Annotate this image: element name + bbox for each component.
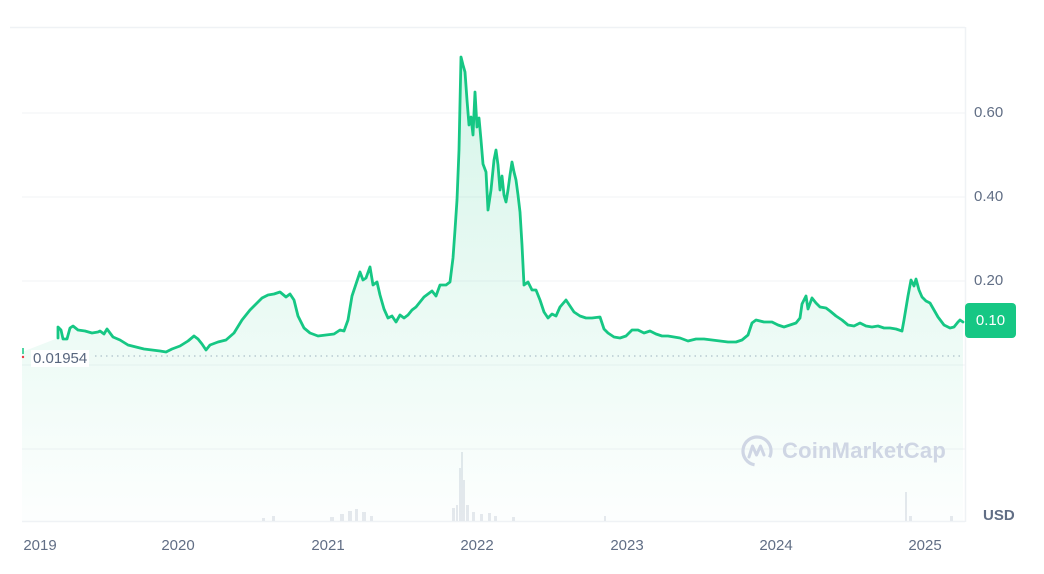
watermark-text: CoinMarketCap [782,438,946,463]
current-price-badge: 0.10 [965,303,1016,338]
x-tick-label: 2022 [460,537,494,554]
y-tick-label: 0.40 [974,188,1004,205]
x-tick-label: 2023 [610,537,644,554]
x-tick-label: 2020 [161,537,195,554]
coinmarketcap-logo-icon [741,435,773,467]
chart-frame [10,26,967,523]
y-tick-label: 0.60 [974,104,1004,121]
current-price-value: 0.10 [975,312,1006,329]
x-tick-label: 2024 [759,537,793,554]
y-tick-label: 0.20 [974,272,1004,289]
low-dot [21,355,25,359]
x-tick-label: 2025 [908,537,942,554]
price-area [22,57,963,521]
x-tick-label: 2021 [311,537,345,554]
period-low-label: 0.01954 [31,350,90,367]
currency-unit-label: USD [983,507,1015,524]
watermark: CoinMarketCap [740,434,946,468]
price-line [56,55,965,354]
x-tick-label: 2019 [23,537,57,554]
